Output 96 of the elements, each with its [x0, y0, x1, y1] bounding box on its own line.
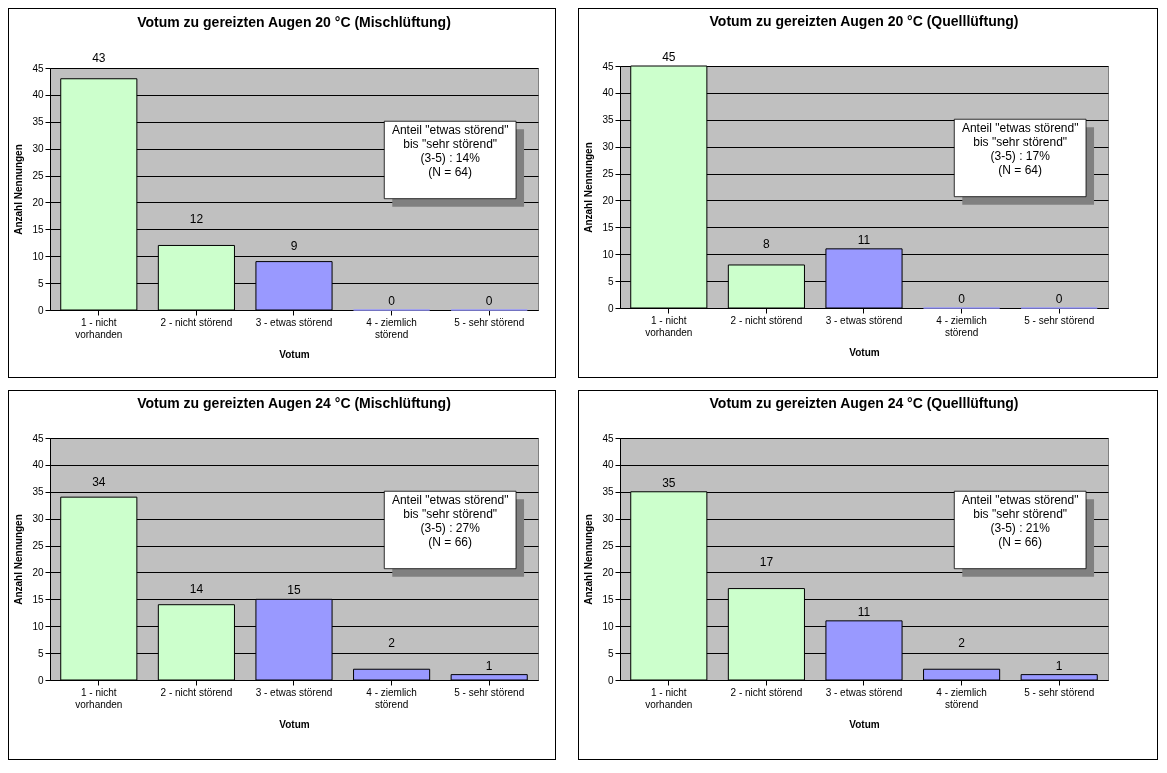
data-label: 1 — [1055, 658, 1063, 673]
x-axis-title: Votum — [279, 348, 310, 360]
y-tick-label: 25 — [602, 168, 614, 180]
x-tick-label: 3 - etwas störend — [255, 686, 333, 698]
y-tick-label: 30 — [32, 143, 44, 155]
x-tick-label: 2 - nicht störend — [730, 686, 803, 698]
annotation: Anteil "etwas störend" bis "sehr störend" (3-5) : 17% (N = 64) — [961, 121, 1079, 178]
x-tick-label: 4 - ziemlich störend — [936, 314, 987, 338]
x-tick-label: 5 - sehr störend — [454, 316, 525, 328]
data-label: 8 — [763, 237, 771, 252]
x-tick-label: 2 - nicht störend — [730, 314, 803, 326]
y-tick-label: 5 — [607, 275, 614, 287]
y-tick-label: 15 — [32, 223, 44, 235]
y-tick-label: 35 — [602, 486, 614, 498]
y-tick-label: 20 — [602, 566, 614, 578]
y-tick-label: 20 — [602, 194, 614, 206]
y-tick-label: 40 — [602, 87, 614, 99]
data-label: 1 — [485, 658, 493, 673]
y-tick-label: 45 — [602, 60, 614, 72]
x-axis-title: Votum — [849, 718, 880, 730]
y-tick-label: 20 — [32, 196, 44, 208]
data-label: 2 — [388, 636, 396, 651]
y-axis-title: Anzahl Nennungen — [13, 144, 25, 235]
data-label: 45 — [662, 50, 676, 64]
y-tick-label: 45 — [32, 62, 44, 74]
y-tick-label: 10 — [602, 620, 614, 632]
x-tick-label: 4 - ziemlich störend — [936, 686, 987, 710]
data-label: 14 — [189, 582, 204, 597]
y-tick-label: 30 — [32, 513, 44, 525]
y-tick-label: 5 — [37, 647, 44, 659]
annotation: Anteil "etwas störend" bis "sehr störend" (3-5) : 21% (N = 66) — [961, 493, 1079, 550]
y-tick-label: 15 — [602, 593, 614, 605]
chart-title: Votum zu gereizten Augen 24 °C (Quelllüftung) — [709, 395, 1019, 411]
y-tick-label: 40 — [32, 459, 44, 471]
x-tick-label: 3 - etwas störend — [825, 686, 903, 698]
data-label: 35 — [662, 475, 676, 490]
data-label: 9 — [290, 239, 298, 254]
x-tick-label: 1 - nicht vorhanden — [645, 686, 693, 710]
y-axis-title: Anzahl Nennungen — [583, 514, 595, 605]
y-tick-label: 45 — [602, 432, 614, 444]
y-tick-label: 20 — [32, 566, 44, 578]
y-tick-label: 30 — [602, 141, 614, 153]
data-label: 12 — [189, 212, 204, 227]
y-tick-label: 40 — [602, 459, 614, 471]
data-label: 0 — [388, 294, 396, 308]
data-label: 15 — [287, 583, 301, 598]
x-tick-label: 4 - ziemlich störend — [366, 316, 417, 340]
chart-title: Votum zu gereizten Augen 24 °C (Mischlüftung) — [137, 395, 451, 411]
data-label: 2 — [958, 636, 966, 651]
y-tick-label: 25 — [32, 540, 44, 552]
x-axis-title: Votum — [849, 346, 880, 358]
data-label: 34 — [92, 474, 106, 489]
data-label: 43 — [92, 51, 106, 65]
y-tick-label: 25 — [32, 170, 44, 182]
x-tick-label: 2 - nicht störend — [160, 316, 233, 328]
data-label: 17 — [759, 555, 774, 570]
x-tick-label: 3 - etwas störend — [255, 316, 333, 328]
x-tick-label: 1 - nicht vorhanden — [645, 314, 693, 338]
y-tick-label: 0 — [607, 302, 614, 314]
x-tick-label: 5 - sehr störend — [1024, 314, 1095, 326]
y-tick-label: 25 — [602, 540, 614, 552]
y-tick-label: 10 — [32, 250, 44, 262]
x-tick-label: 4 - ziemlich störend — [366, 686, 417, 710]
x-tick-label: 1 - nicht vorhanden — [75, 316, 123, 340]
x-axis-title: Votum — [279, 718, 310, 730]
y-tick-label: 35 — [32, 486, 44, 498]
data-label: 11 — [857, 232, 871, 247]
y-tick-label: 35 — [602, 114, 614, 126]
y-tick-label: 10 — [602, 248, 614, 260]
chart-title: Votum zu gereizten Augen 20 °C (Mischlüftung) — [137, 14, 451, 30]
y-tick-label: 30 — [602, 513, 614, 525]
y-tick-label: 0 — [607, 674, 614, 686]
annotation: Anteil "etwas störend" bis "sehr störend" (3-5) : 27% (N = 66) — [391, 493, 509, 550]
chart-title: Votum zu gereizten Augen 20 °C (Quelllüftung) — [709, 13, 1019, 29]
y-tick-label: 35 — [32, 116, 44, 128]
y-tick-label: 15 — [602, 221, 614, 233]
y-tick-label: 5 — [607, 647, 614, 659]
y-tick-label: 5 — [37, 277, 44, 289]
y-tick-label: 45 — [32, 432, 44, 444]
y-tick-label: 15 — [32, 593, 44, 605]
data-label: 11 — [857, 604, 871, 619]
y-tick-label: 40 — [32, 89, 44, 101]
data-label: 0 — [485, 294, 493, 308]
y-tick-label: 10 — [32, 620, 44, 632]
data-label: 0 — [1055, 292, 1063, 306]
y-axis-title: Anzahl Nennungen — [583, 142, 595, 233]
x-tick-label: 1 - nicht vorhanden — [75, 686, 123, 710]
y-tick-label: 0 — [37, 304, 44, 316]
x-tick-label: 5 - sehr störend — [1024, 686, 1095, 698]
y-tick-label: 0 — [37, 674, 44, 686]
data-label: 0 — [958, 292, 966, 306]
x-tick-label: 3 - etwas störend — [825, 314, 903, 326]
y-axis-title: Anzahl Nennungen — [13, 514, 25, 605]
annotation: Anteil "etwas störend" bis "sehr störend" (3-5) : 14% (N = 64) — [391, 123, 509, 180]
x-tick-label: 2 - nicht störend — [160, 686, 233, 698]
x-tick-label: 5 - sehr störend — [454, 686, 525, 698]
